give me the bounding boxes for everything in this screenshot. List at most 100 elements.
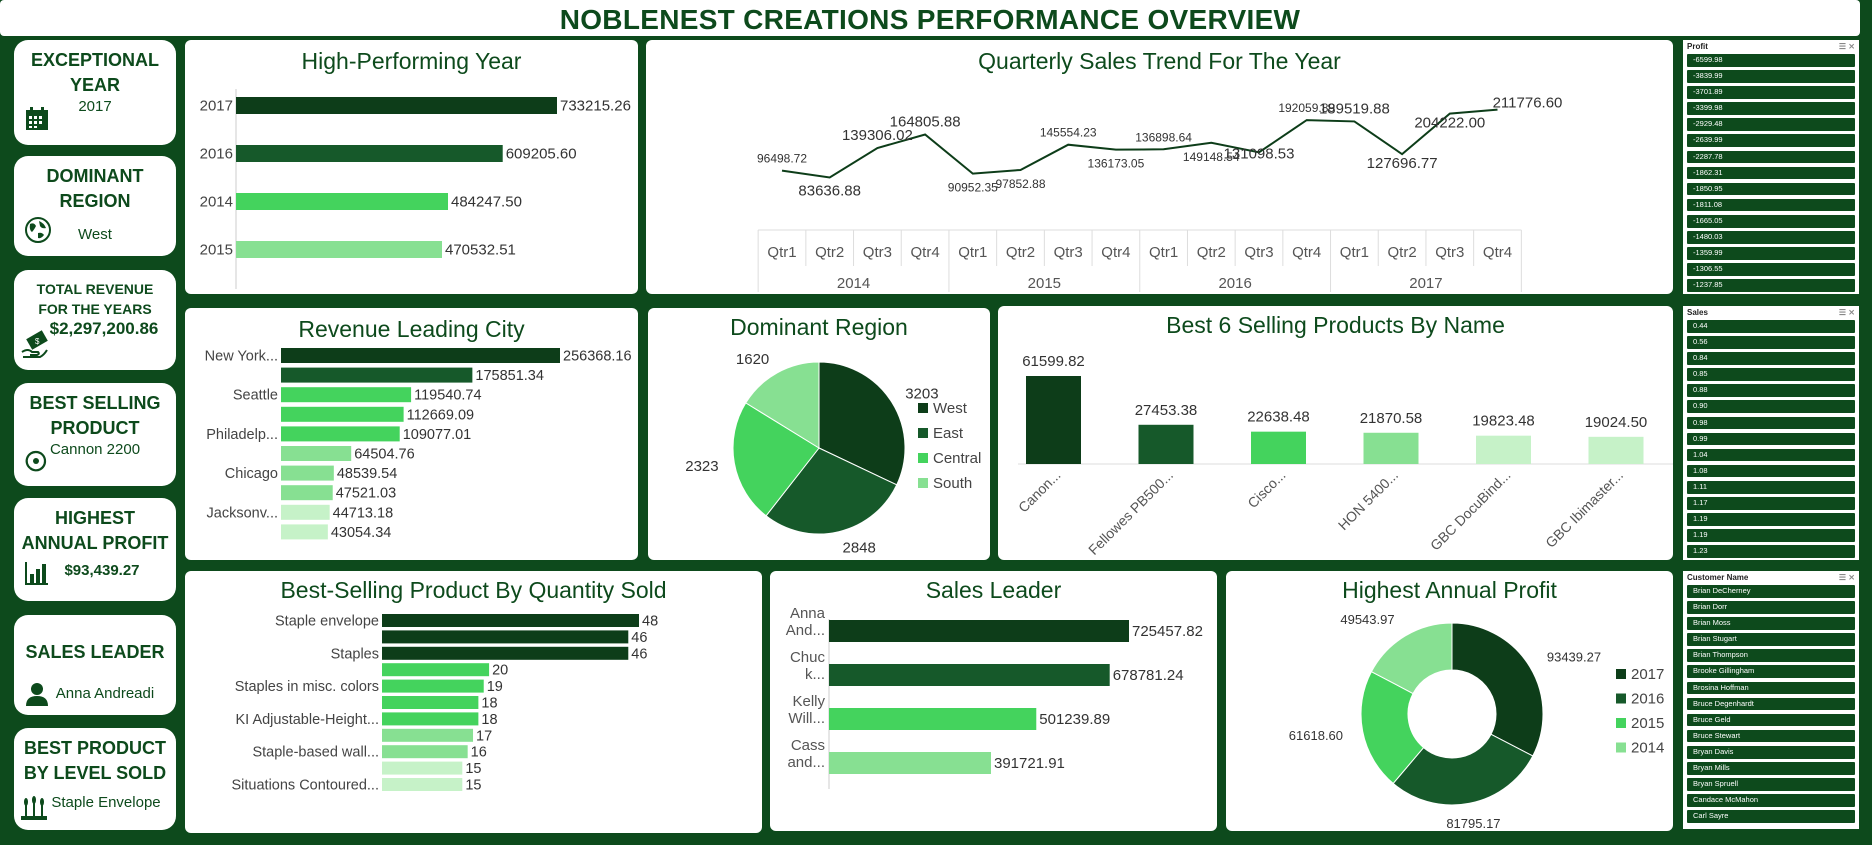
slicer-item[interactable]: Bryan Davis [1687, 745, 1855, 759]
slicer-item[interactable]: Bryan Mills [1687, 762, 1855, 775]
sales-slicer[interactable]: Sales ☰ ⨯ 0.44 0.56 0.84 0.85 0.88 0.90 0.98 0.99… [1683, 306, 1859, 560]
bar [236, 193, 449, 210]
slicer-item[interactable]: -1665.05 [1687, 214, 1855, 228]
pie-slice [818, 361, 906, 486]
kpi-value: West [78, 226, 112, 243]
bar [382, 761, 463, 775]
slicer-title: Profit [1687, 42, 1708, 51]
slicer-item[interactable]: 0.99 [1687, 432, 1855, 446]
bar [1251, 431, 1306, 464]
slicer-item[interactable]: 1.17 [1687, 497, 1855, 510]
bar [829, 752, 991, 774]
slicer-item[interactable]: -3399.98 [1687, 102, 1855, 115]
slicer-item[interactable]: -3839.99 [1687, 70, 1855, 83]
bar [281, 446, 352, 461]
slicer-item[interactable]: -3701.89 [1687, 86, 1855, 99]
data-label: 3203 [905, 385, 938, 402]
slicer-item[interactable]: -1306.55 [1687, 263, 1855, 276]
data-label: 149148.54 [1183, 150, 1240, 164]
slicer-item[interactable]: 1.11 [1687, 480, 1855, 494]
bar [829, 620, 1129, 642]
category-label: Situations Contoured... [231, 778, 379, 794]
slicer-item[interactable]: -1359.99 [1687, 247, 1855, 260]
slicer-item[interactable]: Candace McMahon [1687, 794, 1855, 807]
bar [382, 778, 463, 791]
slicer-item[interactable]: 1.23 [1687, 545, 1855, 558]
chart-title: Quarterly Sales Trend For The Year [978, 48, 1341, 74]
category-label: GBC DocuBind... [1427, 467, 1514, 554]
calendar-icon [26, 107, 48, 130]
group-label: 2016 [1218, 275, 1251, 292]
slicer-item[interactable]: 1.04 [1687, 448, 1855, 462]
slicer-item[interactable]: -2639.99 [1687, 134, 1855, 148]
slicer-item[interactable]: 0.88 [1687, 384, 1855, 397]
slicer-item[interactable]: -1811.08 [1687, 198, 1855, 212]
slicer-item[interactable]: -1480.03 [1687, 231, 1855, 244]
data-label: 204222.00 [1414, 115, 1485, 132]
bar [281, 504, 330, 520]
category-label: Staples [331, 646, 379, 662]
customer-slicer[interactable]: Customer Name ☰ ⨯ Brian DeCherney Brian Dor… [1683, 571, 1859, 829]
slicer-item[interactable]: Brooke Gillingham [1687, 665, 1855, 679]
data-label: 175851.34 [475, 368, 544, 384]
slicer-title: Sales [1687, 308, 1708, 317]
chart-title: High-Performing Year [301, 48, 522, 74]
slicer-item[interactable]: -6599.98 [1687, 54, 1855, 67]
kpi-value: $93,439.27 [64, 562, 140, 579]
data-label: 93439.27 [1547, 649, 1601, 664]
tick-label: Qtr2 [1197, 244, 1226, 261]
slicer-item[interactable]: 1.19 [1687, 513, 1855, 526]
kpi-highest-annual-profit: HIGHEST ANNUAL PROFIT $93,439.27 [14, 498, 176, 601]
slicer-item[interactable]: Bryan Spruell [1687, 778, 1855, 791]
slicer-item[interactable]: Brian Thompson [1687, 649, 1855, 662]
profit-slicer[interactable]: Profit ☰ ⨯ -6599.98 -3839.99 -3701.89 -3399.9… [1683, 40, 1859, 294]
slicer-item[interactable]: 0.84 [1687, 352, 1855, 365]
category-label: Staple envelope [275, 614, 379, 630]
legend-label: South [933, 475, 972, 492]
bar [382, 679, 484, 693]
slicer-item[interactable]: Brian DeCherney [1687, 585, 1855, 598]
data-label: 391721.91 [994, 755, 1065, 772]
data-label: 22638.48 [1247, 409, 1310, 426]
slicer-item[interactable]: -1237.85 [1687, 279, 1855, 292]
city-chart-panel: Revenue Leading City 256368.16 New York..… [185, 308, 638, 560]
slicer-item[interactable]: 0.90 [1687, 400, 1855, 414]
legend-swatch [1616, 742, 1626, 753]
slicer-item[interactable]: -2929.48 [1687, 118, 1855, 131]
slicer-item[interactable]: 0.85 [1687, 368, 1855, 381]
bar [382, 745, 468, 759]
filter-clear-icon[interactable]: ☰ ⨯ [1838, 573, 1855, 582]
filter-clear-icon[interactable]: ☰ ⨯ [1838, 42, 1855, 51]
slicer-item[interactable]: Carl Sayre [1687, 810, 1855, 823]
money-icon: $ [21, 330, 48, 358]
category-label: k... [805, 666, 825, 683]
products-bar-chart: 61599.82 Canon... 27453.38 Fellowes PB500..… [1015, 353, 1673, 558]
slicer-item[interactable]: 1.08 [1687, 464, 1855, 478]
chart-title: Best-Selling Product By Quantity Sold [280, 577, 667, 603]
data-label: 145554.23 [1040, 126, 1097, 140]
slicer-item[interactable]: Brian Dorr [1687, 601, 1855, 614]
legend-swatch [918, 453, 928, 463]
slicer-item[interactable]: Brosina Hoffman [1687, 681, 1855, 695]
bar [382, 614, 639, 627]
slicer-item[interactable]: 0.56 [1687, 336, 1855, 349]
slicer-item[interactable]: 0.98 [1687, 416, 1855, 430]
bar [382, 630, 629, 644]
slicer-item[interactable]: Brian Stugart [1687, 633, 1855, 646]
slicer-item[interactable]: Bruce Degenhardt [1687, 697, 1855, 711]
category-label: New York... [205, 349, 278, 365]
slicer-item[interactable]: 1.19 [1687, 529, 1855, 542]
slicer-item[interactable]: -2287.78 [1687, 150, 1855, 164]
slicer-header: Sales ☰ ⨯ [1687, 308, 1855, 320]
slicer-item[interactable]: Bruce Stewart [1687, 729, 1855, 743]
slicer-item[interactable]: Brian Moss [1687, 617, 1855, 630]
data-label: 109077.01 [403, 427, 472, 443]
bar [382, 712, 479, 726]
slicer-item[interactable]: 0.44 [1687, 320, 1855, 333]
chart-title: Highest Annual Profit [1342, 577, 1557, 603]
pie-slice [1392, 733, 1534, 806]
slicer-item[interactable]: Bruce Geld [1687, 713, 1855, 727]
slicer-item[interactable]: -1862.31 [1687, 166, 1855, 180]
slicer-item[interactable]: -1850.95 [1687, 182, 1855, 196]
filter-clear-icon[interactable]: ☰ ⨯ [1838, 308, 1855, 317]
